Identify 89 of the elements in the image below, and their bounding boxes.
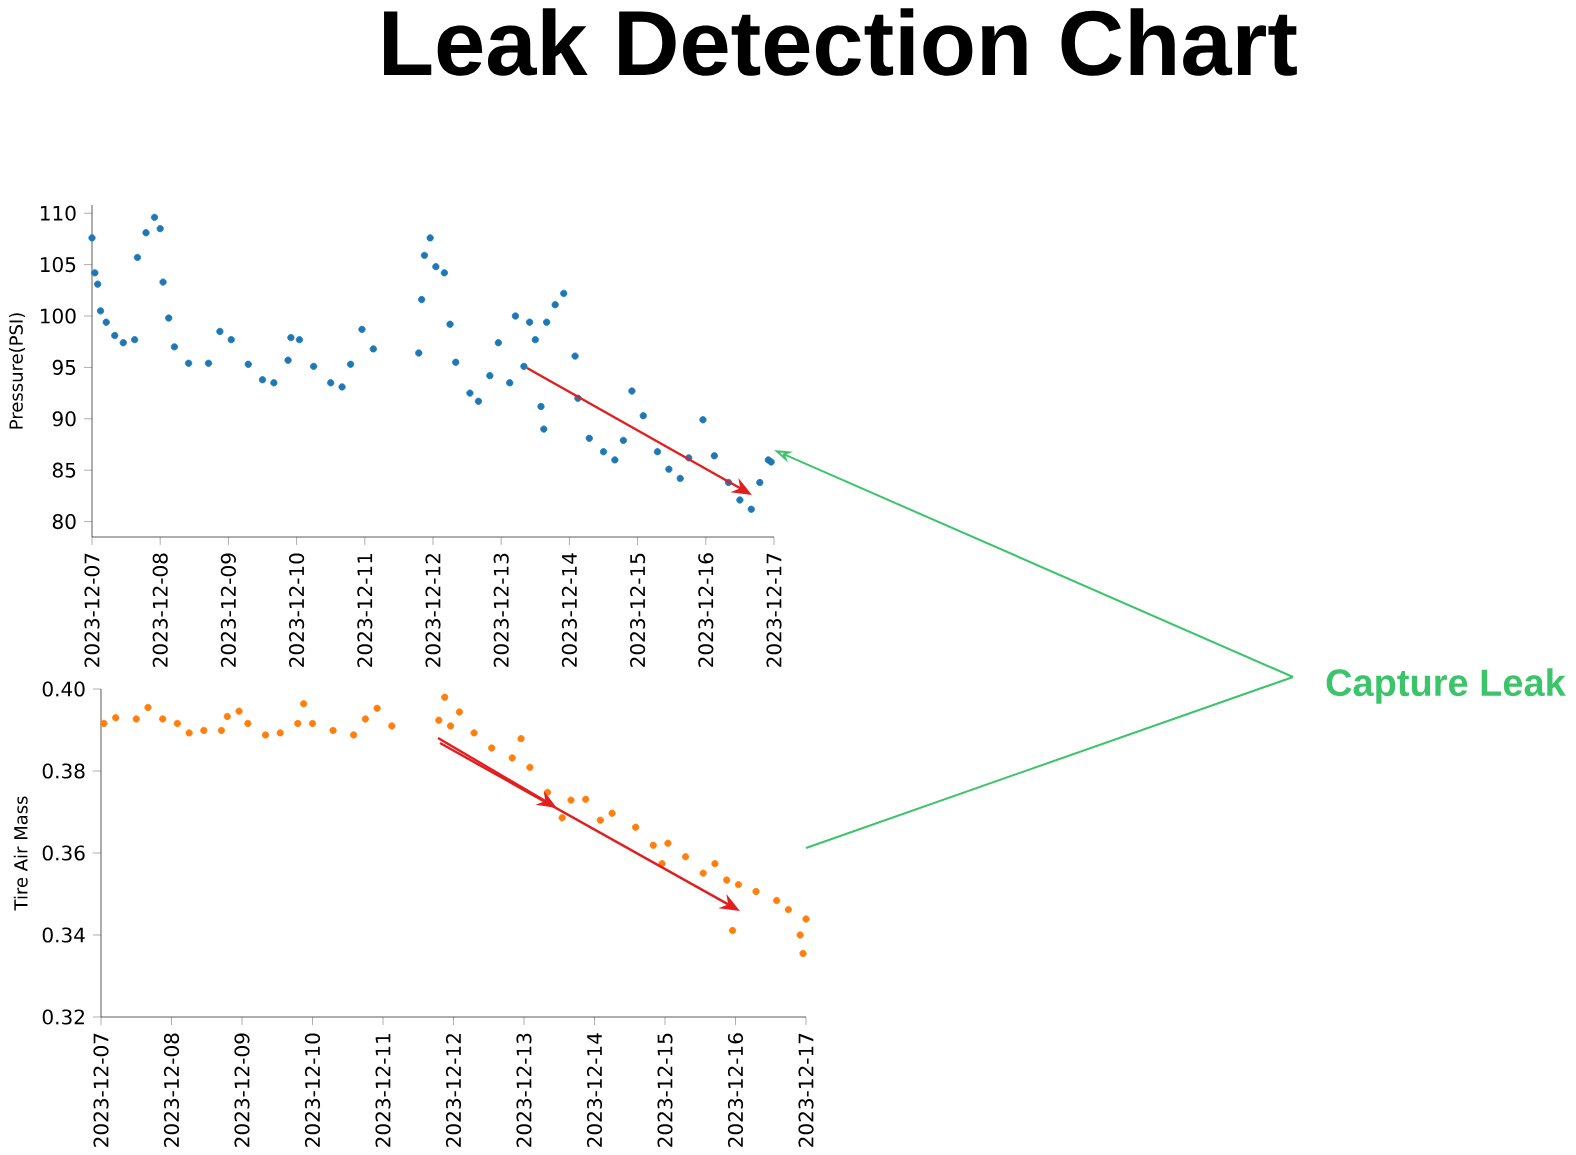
- y-axis-title: Pressure(PSI): [8, 313, 26, 429]
- point: [159, 715, 167, 723]
- text: Capture Leak: [1326, 668, 1566, 704]
- point: [132, 715, 140, 723]
- point: [217, 726, 226, 735]
- point: [294, 719, 302, 728]
- x-tick-label: 2023-12-07: [93, 1033, 109, 1147]
- x-tick-label: 2023-12-14: [561, 553, 577, 667]
- point: [796, 931, 804, 939]
- point: [517, 735, 525, 743]
- point: [773, 896, 781, 905]
- x-tick-label: 2023-12-15: [657, 1033, 673, 1147]
- x-tick-label: 2023-12-17: [798, 1033, 814, 1147]
- x-tick-label: 2023-12-16: [727, 1033, 744, 1147]
- x-tick-label: 2023-12-07: [84, 553, 100, 667]
- x-tick-label: 2023-12-10: [304, 1033, 321, 1147]
- y-axis-title: Tire Air Mass: [13, 796, 28, 911]
- point: [388, 722, 396, 730]
- x-tick-label: 2023-12-08: [152, 553, 168, 667]
- point: [608, 809, 616, 817]
- y-tick-label: 105: [40, 257, 76, 273]
- x-tick-label: 2023-12-13: [493, 553, 509, 667]
- x-tick-label: 2023-12-15: [630, 553, 646, 667]
- y-tick-label: 95: [52, 359, 76, 375]
- point: [329, 726, 337, 735]
- point: [112, 714, 120, 722]
- point: [235, 707, 243, 715]
- y-tick-label: 100: [40, 308, 76, 324]
- point: [446, 722, 455, 730]
- x-tick-label: 2023-12-09: [220, 553, 236, 667]
- x-tick-label: 2023-12-14: [586, 1033, 603, 1147]
- point: [441, 693, 449, 701]
- y-tick-label: 0.36: [42, 845, 85, 861]
- point: [734, 880, 743, 889]
- point: [100, 719, 108, 728]
- point: [526, 763, 534, 771]
- point: [144, 703, 152, 712]
- y-tick-label: 0.38: [42, 763, 85, 779]
- y-tick-label: 80: [52, 513, 76, 530]
- point: [799, 949, 807, 958]
- point: [261, 731, 270, 739]
- point: [649, 841, 657, 849]
- point: [632, 823, 640, 831]
- x-tick-label: 2023-12-11: [357, 553, 373, 667]
- point: [455, 708, 463, 716]
- point: [200, 726, 208, 735]
- point: [699, 869, 707, 877]
- point: [664, 839, 672, 847]
- point: [582, 795, 590, 803]
- x-tick-label: 2023-12-17: [766, 553, 782, 667]
- point: [300, 700, 308, 708]
- y-tick-label: 0.32: [42, 1009, 84, 1025]
- x-tick-label: 2023-12-12: [445, 1034, 462, 1147]
- x-tick-label: 2023-12-09: [234, 1033, 250, 1147]
- y-tick-label: 0.34: [42, 927, 85, 943]
- point: [244, 719, 252, 728]
- point: [752, 887, 760, 896]
- point: [276, 729, 284, 737]
- x-tick-label: 2023-12-12: [425, 554, 441, 667]
- point: [350, 731, 358, 739]
- x-tick-label: 2023-12-11: [375, 1033, 391, 1147]
- point: [567, 796, 575, 804]
- point: [558, 814, 566, 822]
- point: [723, 876, 731, 884]
- point: [223, 712, 231, 721]
- point: [435, 716, 443, 724]
- x-tick-label: 2023-12-10: [289, 553, 305, 667]
- point: [361, 715, 369, 723]
- point: [373, 704, 381, 712]
- point: [711, 860, 719, 868]
- y-tick-label: 90: [52, 411, 76, 427]
- point: [308, 719, 317, 728]
- y-tick-label: 110: [40, 205, 76, 221]
- point: [596, 816, 604, 824]
- x-tick-label: 2023-12-16: [698, 553, 714, 667]
- point: [508, 754, 516, 762]
- x-tick-label: 2023-12-08: [163, 1033, 180, 1147]
- point: [784, 905, 792, 914]
- point: [728, 926, 737, 935]
- y-tick-label: 85: [52, 462, 76, 478]
- point: [488, 744, 496, 752]
- point: [185, 729, 193, 737]
- point: [173, 719, 181, 728]
- y-tick-label: 0.40: [42, 681, 85, 697]
- point: [802, 915, 810, 923]
- x-tick-label: 2023-12-13: [516, 1033, 532, 1147]
- chart-title: Leak Detection Chart: [384, 8, 1297, 76]
- point: [470, 729, 478, 737]
- point: [681, 853, 690, 861]
